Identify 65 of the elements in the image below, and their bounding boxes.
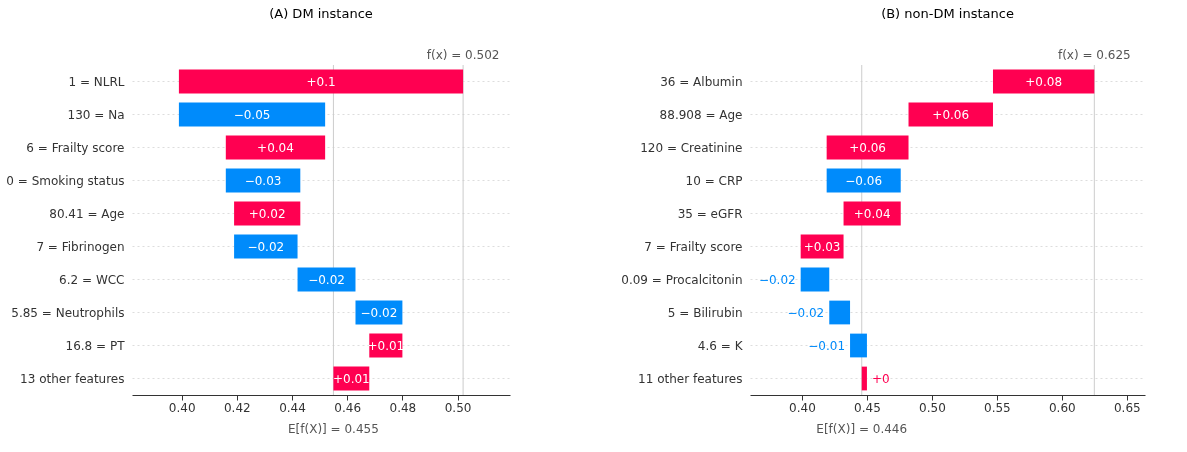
- y-tick-label: 13 other features: [20, 371, 125, 386]
- x-tick-label: 0.42: [223, 400, 251, 415]
- bar: [178, 102, 326, 127]
- ref-line-label: f(x) = 0.625: [1057, 48, 1131, 62]
- data-label: +0.03: [803, 239, 841, 254]
- y-tick-label: 4.6 = K: [697, 338, 744, 353]
- data-label: +0: [871, 371, 890, 386]
- y-tick-label: 5.85 = Neutrophils: [11, 305, 125, 320]
- bar: [178, 69, 464, 94]
- x-tick-label: 0.40: [789, 400, 816, 415]
- x-tick-label: 0.45: [854, 400, 881, 415]
- y-tick-label: 36 = Albumin: [660, 74, 743, 89]
- x-tick-label: 0.44: [279, 400, 306, 415]
- x-tick-label: 0.50: [919, 400, 946, 415]
- y-tick-label: 16.8 = PT: [65, 338, 126, 353]
- data-label: −0.02: [247, 239, 285, 254]
- data-label: +0.1: [306, 74, 336, 89]
- data-label: +0.08: [1025, 74, 1063, 89]
- data-label: −0.05: [233, 107, 271, 122]
- ref-line-label: E[f(X)] = 0.446: [816, 422, 908, 436]
- y-tick-label: 80.41 = Age: [49, 206, 125, 221]
- chart-title: (B) non-DM instance: [881, 6, 1014, 21]
- ref-line-label: f(x) = 0.502: [426, 48, 500, 62]
- x-tick-label: 0.65: [1113, 400, 1141, 415]
- y-tick-label: 11 other features: [638, 371, 743, 386]
- y-tick-label: 5 = Bilirubin: [667, 305, 743, 320]
- x-tick-label: 0.60: [1048, 400, 1076, 415]
- data-label: +0.06: [932, 107, 970, 122]
- y-tick-label: 7 = Frailty score: [644, 239, 743, 254]
- y-tick-label: 0.09 = Procalcitonin: [621, 272, 743, 287]
- x-tick-label: 0.50: [444, 400, 472, 415]
- bar: [829, 300, 851, 325]
- bar: [992, 69, 1095, 94]
- x-tick-label: 0.48: [389, 400, 417, 415]
- y-tick-label: 35 = eGFR: [677, 206, 743, 221]
- ref-line-label: E[f(X)] = 0.455: [288, 422, 379, 436]
- y-tick-label: 1 = NLRL: [68, 74, 125, 89]
- y-tick-label: 6.2 = WCC: [59, 272, 125, 287]
- y-tick-label: 7 = Fibrinogen: [36, 239, 125, 254]
- bar: [850, 333, 867, 358]
- data-label: +0.06: [849, 140, 886, 155]
- data-label: +0.02: [248, 206, 286, 221]
- data-label: −0.06: [845, 173, 883, 188]
- data-label: −0.02: [360, 305, 398, 320]
- y-tick-label: 6 = Frailty score: [26, 140, 125, 155]
- x-tick-label: 0.46: [334, 400, 362, 415]
- data-label: −0.02: [787, 305, 825, 320]
- bar: [225, 135, 326, 160]
- y-tick-label: 0 = Smoking status: [6, 173, 125, 188]
- data-label: +0.04: [257, 140, 294, 155]
- y-tick-label: 88.908 = Age: [659, 107, 743, 122]
- data-label: −0.03: [244, 173, 282, 188]
- chart-title: (A) DM instance: [269, 6, 373, 21]
- y-tick-label: 130 = Na: [67, 107, 125, 122]
- data-label: +0.01: [332, 371, 370, 386]
- data-label: −0.01: [808, 338, 846, 353]
- bar: [861, 366, 867, 391]
- data-label: −0.02: [308, 272, 345, 287]
- y-tick-label: 120 = Creatinine: [640, 140, 743, 155]
- data-label: −0.02: [758, 272, 796, 287]
- data-label: +0.04: [853, 206, 891, 221]
- x-tick-label: 0.40: [168, 400, 196, 415]
- y-tick-label: 10 = CRP: [685, 173, 743, 188]
- x-tick-label: 0.55: [984, 400, 1011, 415]
- bar: [800, 267, 830, 292]
